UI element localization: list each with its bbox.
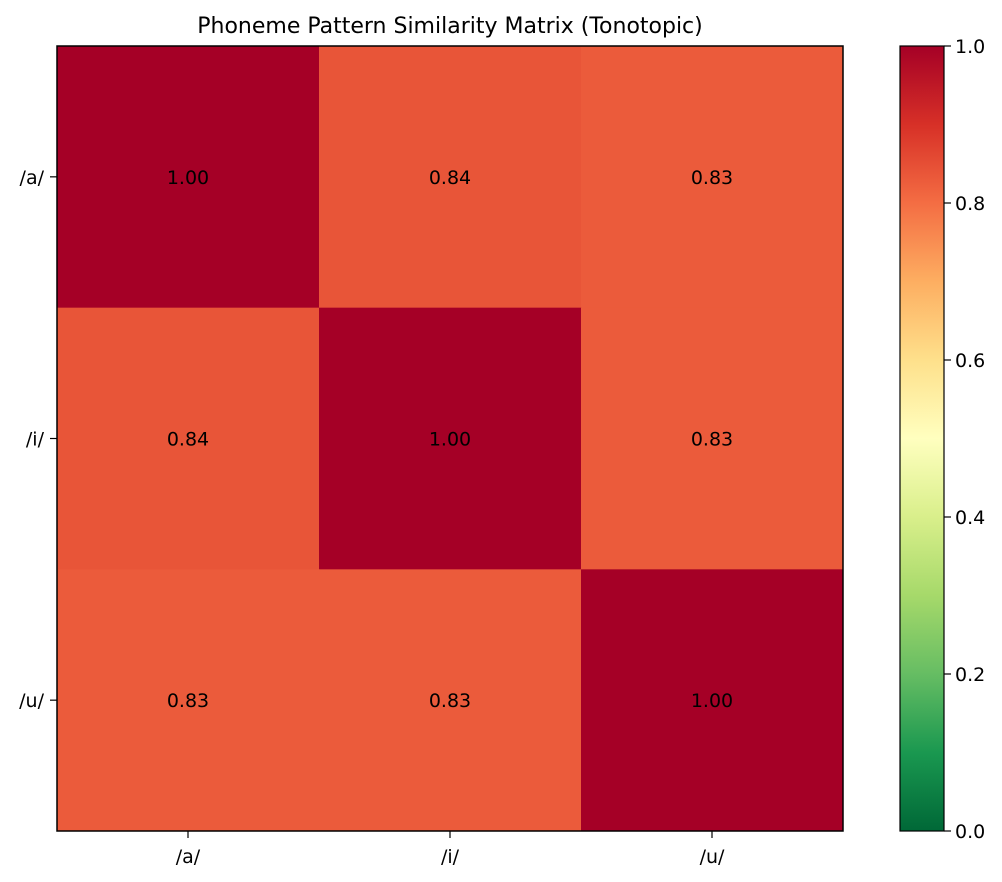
cell-value-label: 0.83 xyxy=(167,690,209,712)
heatmap-cell xyxy=(581,46,844,309)
cell-value-label: 1.00 xyxy=(691,690,733,712)
cell-value-label: 0.83 xyxy=(691,429,733,451)
heatmap-cell xyxy=(57,307,320,570)
y-tick-label: /a/ xyxy=(20,167,45,189)
cell-value-label: 0.83 xyxy=(429,690,471,712)
colorbar-tick-label: 0.6 xyxy=(955,350,985,372)
cell-value-label: 1.00 xyxy=(167,167,209,189)
colorbar-tick-label: 0.4 xyxy=(955,507,985,529)
y-tick-label: /i/ xyxy=(26,429,45,451)
x-tick-label: /u/ xyxy=(700,846,725,868)
heatmap-cell xyxy=(57,46,320,309)
y-axis-ticks: /a/ /i/ /u/ xyxy=(19,167,57,712)
heatmap-cell xyxy=(581,569,844,832)
cell-value-label: 1.00 xyxy=(429,429,471,451)
cell-value-label: 0.83 xyxy=(691,167,733,189)
x-axis-ticks: /a/ /i/ /u/ xyxy=(176,831,725,868)
y-tick-label: /u/ xyxy=(19,690,44,712)
colorbar-ticks: 0.0 0.2 0.4 0.6 0.8 1.0 xyxy=(944,36,985,843)
heatmap-cell xyxy=(319,569,582,832)
heatmap-cells xyxy=(57,46,844,832)
cell-value-labels: 1.00 0.84 0.83 0.84 1.00 0.83 0.83 0.83 1.00 xyxy=(167,167,733,712)
colorbar-tick-label: 0.2 xyxy=(955,664,985,686)
colorbar: 0.0 0.2 0.4 0.6 0.8 1.0 xyxy=(899,36,985,843)
x-tick-label: /i/ xyxy=(441,846,460,868)
heatmap-cell xyxy=(57,569,320,832)
chart-title: Phoneme Pattern Similarity Matrix (Tonot… xyxy=(197,14,703,39)
colorbar-tick-label: 0.0 xyxy=(955,821,985,843)
colorbar-tick-label: 0.8 xyxy=(955,193,985,215)
heatmap-cell xyxy=(581,307,844,570)
colorbar-tick-label: 1.0 xyxy=(955,36,985,58)
heatmap-cell xyxy=(319,46,582,309)
heatmap-cell xyxy=(319,307,582,570)
colorbar-gradient xyxy=(899,45,945,832)
x-tick-label: /a/ xyxy=(176,846,201,868)
cell-value-label: 0.84 xyxy=(429,167,471,189)
cell-value-label: 0.84 xyxy=(167,429,209,451)
